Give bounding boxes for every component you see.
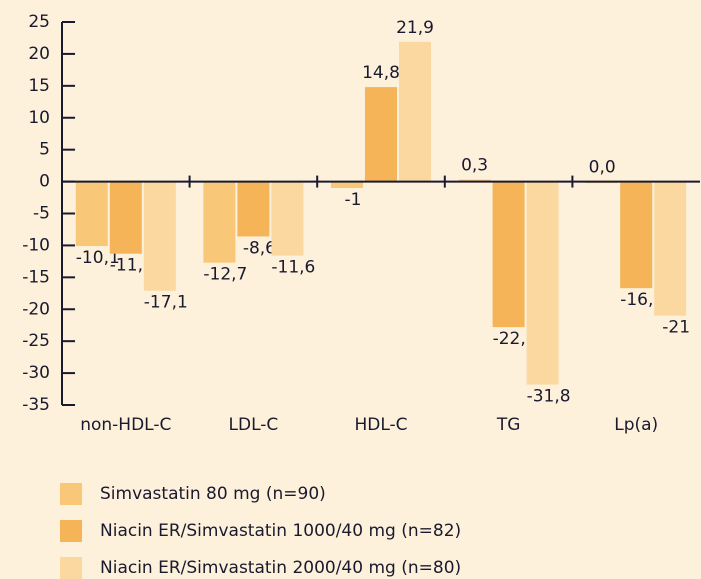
data-label: 21,9 [396,18,434,38]
data-label: -16,7 [620,290,664,310]
data-label: 14,8 [362,63,400,83]
bar [331,181,363,188]
data-label: 0,0 [589,158,616,178]
y-tick-label: 25 [28,12,50,32]
bar [143,181,176,291]
x-tick-label: non-HDL-C [80,415,171,435]
legend-swatch [60,483,82,505]
legend-label: Niacin ER/Simvastatin 1000/40 mg (n=82) [100,521,461,541]
bar [399,41,431,182]
bar [271,181,304,256]
bar [203,181,236,263]
y-tick-label: 5 [39,140,50,160]
y-tick-label: -35 [22,395,50,415]
bar [492,181,525,328]
x-tick-label: LDL-C [229,415,279,435]
bar [526,181,559,385]
data-label: -11,6 [271,258,315,278]
data-label: 0,3 [461,156,488,176]
data-label: -22,8 [493,329,537,349]
y-tick-label: 0 [39,172,50,192]
legend-label: Simvastatin 80 mg (n=90) [100,484,326,504]
bar [75,181,108,247]
legend-swatch [60,557,82,579]
x-tick-label: TG [496,415,521,435]
y-tick-label: -30 [22,363,50,383]
y-tick-label: 10 [28,108,50,128]
bar [365,87,397,182]
y-tick-label: -20 [22,299,50,319]
y-tick-label: -5 [33,204,50,224]
data-label: -21 [662,318,690,338]
data-label: -11,3 [110,256,154,276]
legend-swatch [60,520,82,542]
data-label: -10,1 [76,248,120,268]
data-label: -17,1 [144,293,188,313]
y-tick-label: -10 [22,235,50,255]
bar [654,181,687,316]
data-label: -1 [345,190,362,210]
data-label: -8,6 [243,238,276,258]
y-tick-label: -15 [22,267,50,287]
x-tick-label: Lp(a) [614,415,658,435]
y-tick-label: 20 [28,44,50,64]
bar [109,181,142,254]
y-tick-label: 15 [28,76,50,96]
bar [620,181,653,289]
data-label: -12,7 [203,265,247,285]
y-tick-label: -25 [22,331,50,351]
bar [237,181,270,237]
legend-label: Niacin ER/Simvastatin 2000/40 mg (n=80) [100,558,461,578]
x-tick-label: HDL-C [354,415,407,435]
data-label: -31,8 [527,387,571,407]
